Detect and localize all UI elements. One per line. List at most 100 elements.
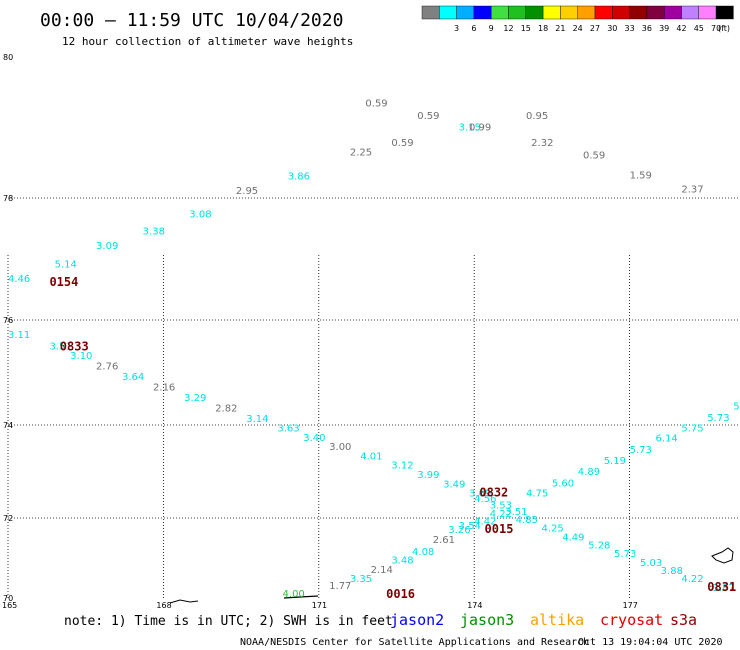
wave-height-value: 2.37: [681, 184, 703, 195]
wave-height-value: 4.49: [562, 532, 584, 543]
color-scale-swatch: [594, 5, 613, 20]
color-scale-swatch: [577, 5, 596, 20]
note-text: note: 1) Time is in UTC; 2) SWH is in fe…: [64, 614, 393, 629]
latitude-label: 74: [3, 421, 13, 430]
color-scale-label: 12: [503, 24, 513, 33]
wave-height-value: 3.12: [391, 461, 413, 472]
wave-height-value: 4.89: [578, 467, 600, 478]
wave-height-value: 0.59: [391, 138, 413, 149]
wave-height-value: 0.59: [365, 98, 387, 109]
wave-height-value: 4.25: [542, 524, 564, 535]
wave-height-value: 3.69: [469, 489, 491, 500]
wave-height-value: 5.73: [614, 549, 636, 560]
wave-height-value: 3.10: [70, 351, 92, 362]
pass-time-label: 0016: [386, 587, 415, 601]
color-scale-swatch: [612, 5, 630, 20]
color-scale-swatch: [646, 5, 665, 20]
wave-height-value: 2.61: [433, 535, 455, 546]
wave-height-value: 5.28: [588, 540, 610, 551]
color-scale-label: 45: [694, 24, 704, 33]
wave-height-color-scale: 3 6 9 12 15 18 21 24 27 30 33 36 39 42 45 70: [421, 5, 734, 33]
color-scale-swatch: [473, 5, 492, 20]
wave-height-value: 4.08: [412, 547, 434, 558]
color-scale-label: 3: [454, 24, 459, 33]
wave-height-value: 0.95: [526, 111, 548, 122]
satellite-legend: jason2 jason3 altika cryosat s3a: [390, 611, 697, 629]
observation-layer: 0.59 0.59 0.59 3.150.99 0.95 2.32 0.59 1.59 2.37…: [8, 98, 740, 600]
wave-height-value: 3.64: [122, 372, 144, 383]
color-scale-swatch: [439, 5, 457, 20]
latitude-label: 70: [3, 594, 13, 603]
color-scale-label: 21: [555, 24, 565, 33]
wave-height-value: 1.77: [329, 581, 351, 592]
wave-height-value: 3.09: [96, 241, 118, 252]
color-scale-label: 39: [659, 24, 669, 33]
pass-time-layer: 01540833083200150016083108: [49, 275, 736, 601]
pass-time-label: 0832: [479, 486, 508, 500]
color-scale-label: 36: [642, 24, 652, 33]
color-scale-swatch: [508, 5, 526, 20]
wave-height-value: 4.46: [8, 274, 30, 285]
color-scale-label: 30: [607, 24, 617, 33]
wave-height-value: 2.95: [236, 186, 258, 197]
wave-height-value: 2.82: [215, 403, 237, 414]
wave-height-value: 4.22: [681, 574, 703, 585]
wave-height-value: 3.00: [329, 442, 351, 453]
wave-height-value: 3.26: [448, 525, 470, 536]
color-scale-label: 6: [471, 24, 476, 33]
wave-height-value: 4.22: [490, 509, 512, 520]
latitude-label: 72: [3, 514, 13, 523]
wave-height-value: 2.16: [153, 382, 175, 393]
wave-height-value: 2.32: [531, 138, 553, 149]
pass-time-label: 0154: [49, 275, 78, 289]
color-scale-swatch: [542, 5, 561, 20]
color-scale-swatch: [421, 5, 440, 20]
longitude-label: 171: [312, 601, 327, 610]
wave-height-value: 5.73: [630, 445, 652, 456]
wave-height-value: 4.00: [283, 589, 305, 600]
wave-height-value: 3.88: [661, 566, 683, 577]
longitude-label: 174: [467, 601, 482, 610]
coastline-shape: [283, 595, 319, 599]
color-scale-label: 27: [590, 24, 600, 33]
wave-height-value: 0.99: [469, 122, 491, 133]
satellite-legend-entry: jason3: [460, 611, 514, 629]
satellite-legend-entry: altika: [530, 611, 584, 629]
wave-height-value: 4.42: [474, 516, 496, 527]
wave-height-value: 3.48: [391, 556, 413, 567]
color-scale-swatch: [491, 5, 509, 20]
color-scale-swatch: [560, 5, 578, 20]
wave-height-value: 3.51: [49, 341, 71, 352]
wave-height-value: 0.59: [583, 151, 605, 162]
coastline-shape: [711, 547, 734, 564]
wave-height-value: 5.60: [552, 478, 574, 489]
pass-time-label: 0015: [485, 522, 514, 536]
color-scale-swatch: [456, 5, 475, 20]
page-subtitle: 12 hour collection of altimeter wave hei…: [62, 35, 353, 48]
wave-height-value: 4.56: [474, 494, 496, 505]
generated-timestamp: Oct 13 19:04:04 UTC 2020: [578, 637, 723, 648]
wave-height-value: 6.14: [656, 434, 678, 445]
color-scale-swatch: [664, 5, 682, 20]
color-scale-label: 15: [521, 24, 531, 33]
wave-height-value: 0.59: [417, 111, 439, 122]
wave-height-value: 3.87: [712, 583, 734, 594]
color-scale-swatch: [681, 5, 699, 20]
wave-height-value: 3.86: [288, 172, 310, 183]
wave-height-value: 3.38: [143, 227, 165, 238]
wave-height-value: 2.76: [96, 361, 118, 372]
wave-height-value: 4.01: [360, 451, 382, 462]
color-scale-swatch: [698, 5, 717, 20]
wave-height-value: 5.75: [681, 424, 703, 435]
coastline-shape: [169, 599, 199, 604]
wave-height-value: 3.08: [189, 210, 211, 221]
latitude-label: 80: [3, 53, 13, 62]
color-scale-label: 24: [573, 24, 583, 33]
color-scale-label: 42: [676, 24, 686, 33]
color-scale-label: 18: [538, 24, 548, 33]
satellite-legend-entry: cryosat: [600, 611, 663, 629]
page-title: 00:00 – 11:59 UTC 10/04/2020: [40, 10, 343, 31]
wave-height-value: 2.14: [371, 565, 393, 576]
